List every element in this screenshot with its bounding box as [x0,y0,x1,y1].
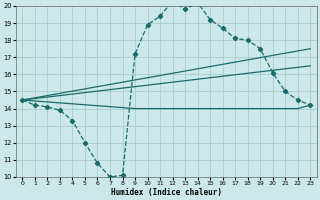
X-axis label: Humidex (Indice chaleur): Humidex (Indice chaleur) [111,188,222,197]
